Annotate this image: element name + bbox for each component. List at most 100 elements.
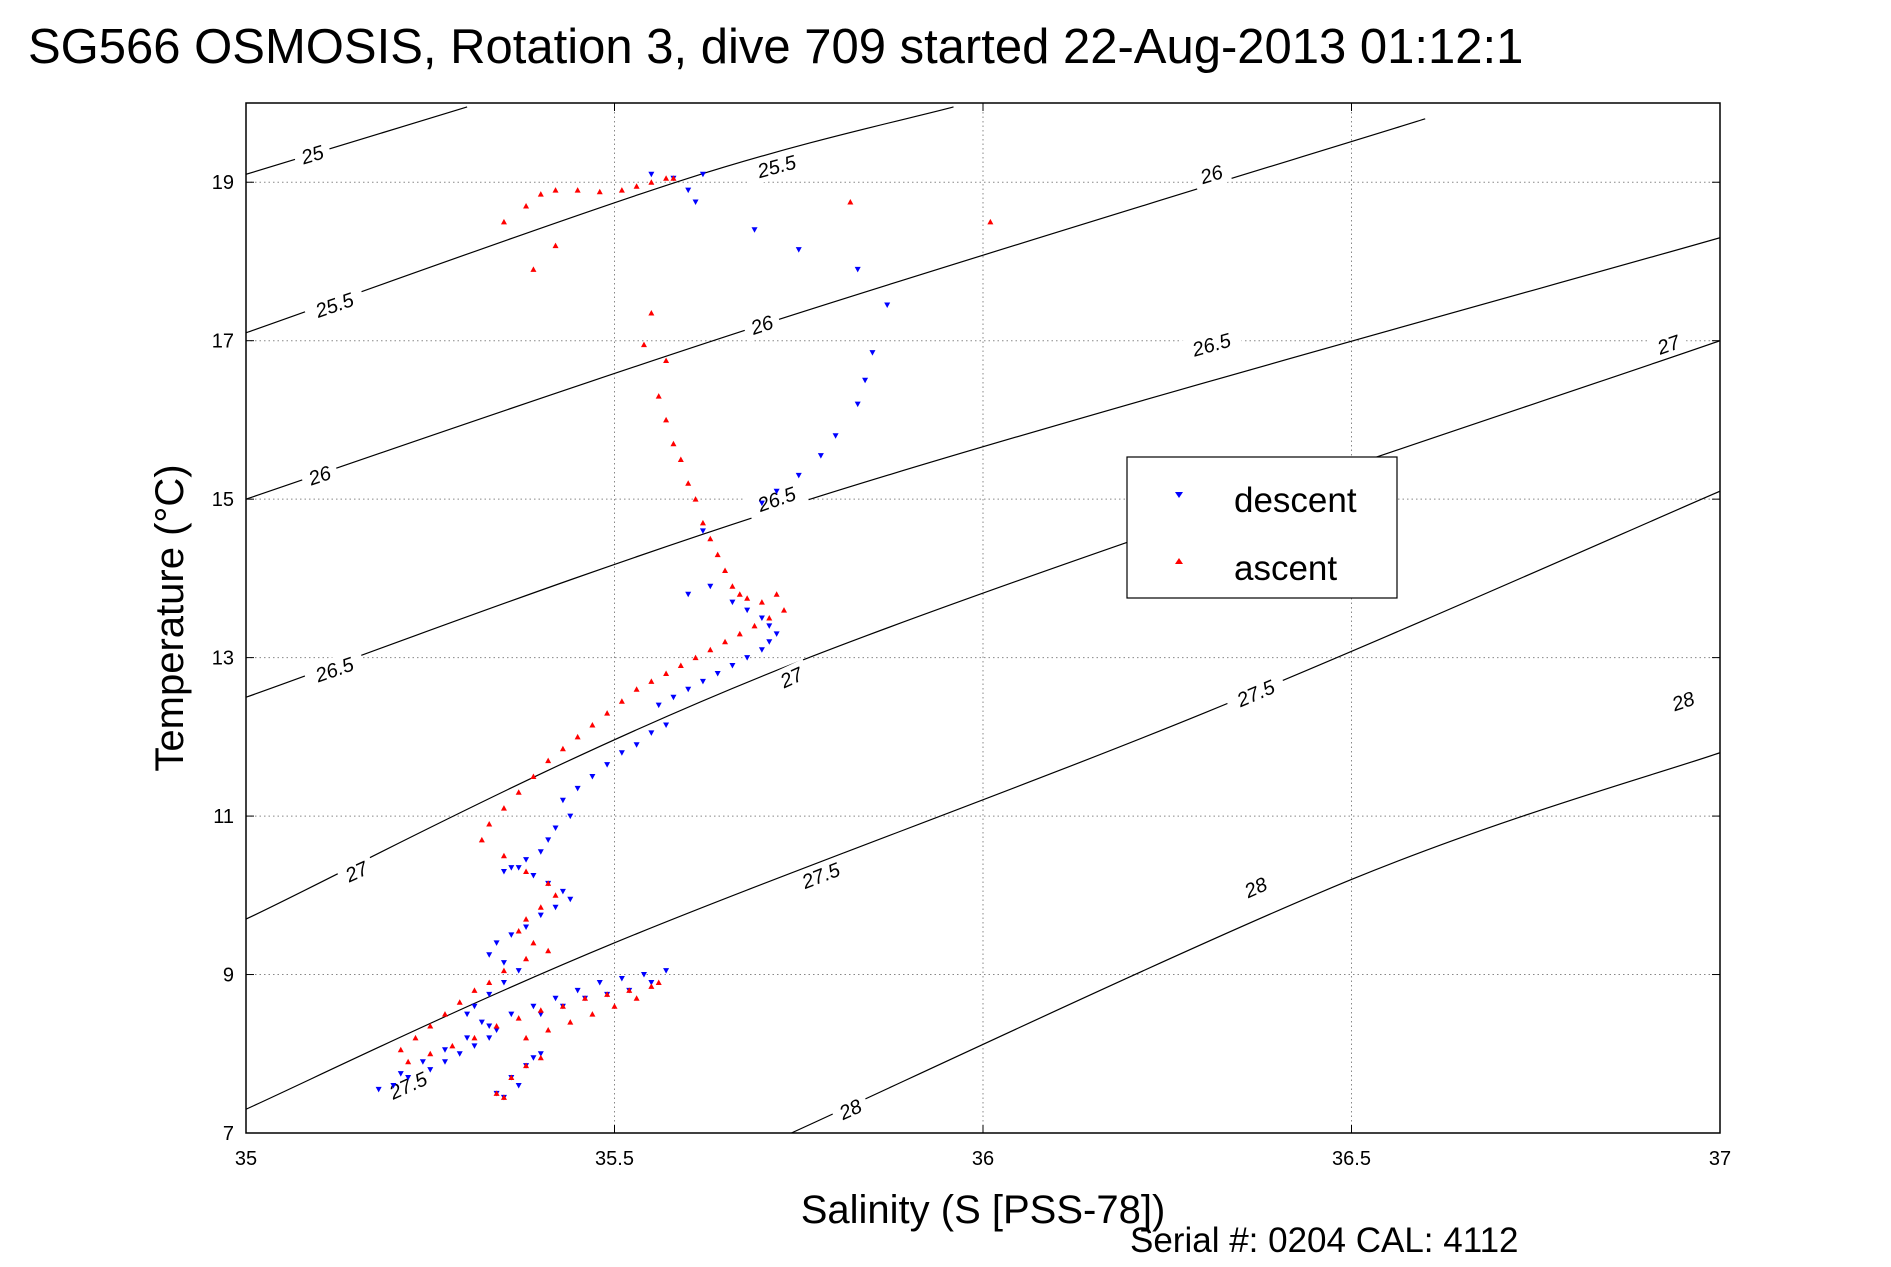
ascent-point [493,1023,500,1029]
data-points [375,171,994,1101]
descent-point [441,1059,448,1065]
axis-ticks: 35 35.5 36 36.5 37 7 9 11 13 15 17 19 [212,103,1731,1170]
ascent-point [611,1003,618,1009]
isopycnal-label: 26.5 [1189,329,1234,361]
ascent-point [478,836,485,843]
descent-point [493,1027,500,1033]
descent-point [640,972,647,978]
ascent-point [670,440,677,447]
descent-point [523,924,530,930]
descent-point [589,773,596,780]
descent-point [419,1059,426,1065]
ascent-point [618,187,625,193]
descent-point [397,1071,404,1077]
ascent-point [582,995,589,1001]
isopycnal-label-background [375,1062,441,1109]
ascent-point [648,179,655,185]
ascent-point [758,599,765,605]
ascent-point [589,721,596,728]
descent-point [537,849,544,855]
isopycnal-line [791,752,1720,1133]
descent-point [663,968,670,974]
descent-point [500,960,507,966]
isopycnal-label: 26.5 [312,653,358,687]
ascent-point [663,670,670,676]
x-tick-label: 36.5 [1332,1148,1371,1170]
descent-point [471,1043,478,1049]
ascent-point [655,393,662,399]
y-axis-label: Temperature (°C) [148,464,192,771]
ascent-point [523,955,530,962]
descent-point [537,1051,544,1057]
ascent-point [648,309,655,316]
descent-point [618,750,625,756]
ascent-point [486,979,493,985]
ascent-point [729,583,736,589]
isopycnal-label-background [1234,869,1278,906]
ascent-point [604,710,611,716]
descent-point [773,488,780,495]
ascent-point [523,203,530,209]
descent-point [663,722,670,728]
ascent-point [530,939,537,946]
y-tick-label: 7 [223,1123,234,1145]
descent-point [773,631,780,637]
ascent-point [500,218,507,225]
descent-point [758,615,765,621]
ascent-point [670,175,677,181]
descent-point [795,472,802,479]
ascent-point [596,188,603,195]
ascent-point [500,805,507,811]
isopycnal-label-background [1662,683,1705,719]
ascent-point [523,916,530,922]
ascent-point [449,1042,456,1049]
descent-point [464,1035,471,1041]
isopycnal-label-background [744,477,809,521]
isopycnal-label-background [1647,327,1690,362]
ascent-point [633,686,640,692]
descent-point [832,433,839,439]
legend-box [1126,456,1398,599]
ascent-point [567,1019,574,1025]
descent-point [596,979,603,986]
descent-point [884,302,891,309]
ascent-point [427,1050,434,1057]
descent-point [766,639,773,645]
ascent-point [545,1027,552,1033]
descent-point [515,865,522,871]
ascent-point [618,698,625,704]
ascent-point [987,218,994,225]
descent-point [869,350,876,356]
isopycnal-label-background [741,307,783,342]
descent-point [559,797,566,804]
legend: descent ascent [1126,456,1398,599]
y-tick-label: 13 [212,648,234,670]
ascent-point [559,1003,566,1009]
descent-point [618,976,625,982]
descent-point [471,1003,478,1010]
y-tick-label: 19 [212,172,234,194]
legend-label-descent: descent [1234,481,1357,520]
descent-point [574,987,581,994]
descent-point [685,686,692,693]
ascent-point [699,519,706,526]
ascent-point [648,678,655,684]
descent-point [817,453,824,459]
ascent-point [486,821,493,827]
descent-point [685,187,692,194]
descent-point [729,663,736,669]
descent-point [744,655,751,661]
descent-point [655,702,662,709]
ascent-point [736,630,743,637]
isopycnal-label-background [335,853,378,891]
descent-point [464,1011,471,1018]
descent-point [567,896,574,903]
ascent-point [655,979,662,985]
descent-point [441,1047,448,1053]
legend-marker-ascent [1175,558,1183,564]
grid [246,103,1720,1133]
descent-point [486,1035,493,1041]
ascent-point [515,1015,522,1021]
